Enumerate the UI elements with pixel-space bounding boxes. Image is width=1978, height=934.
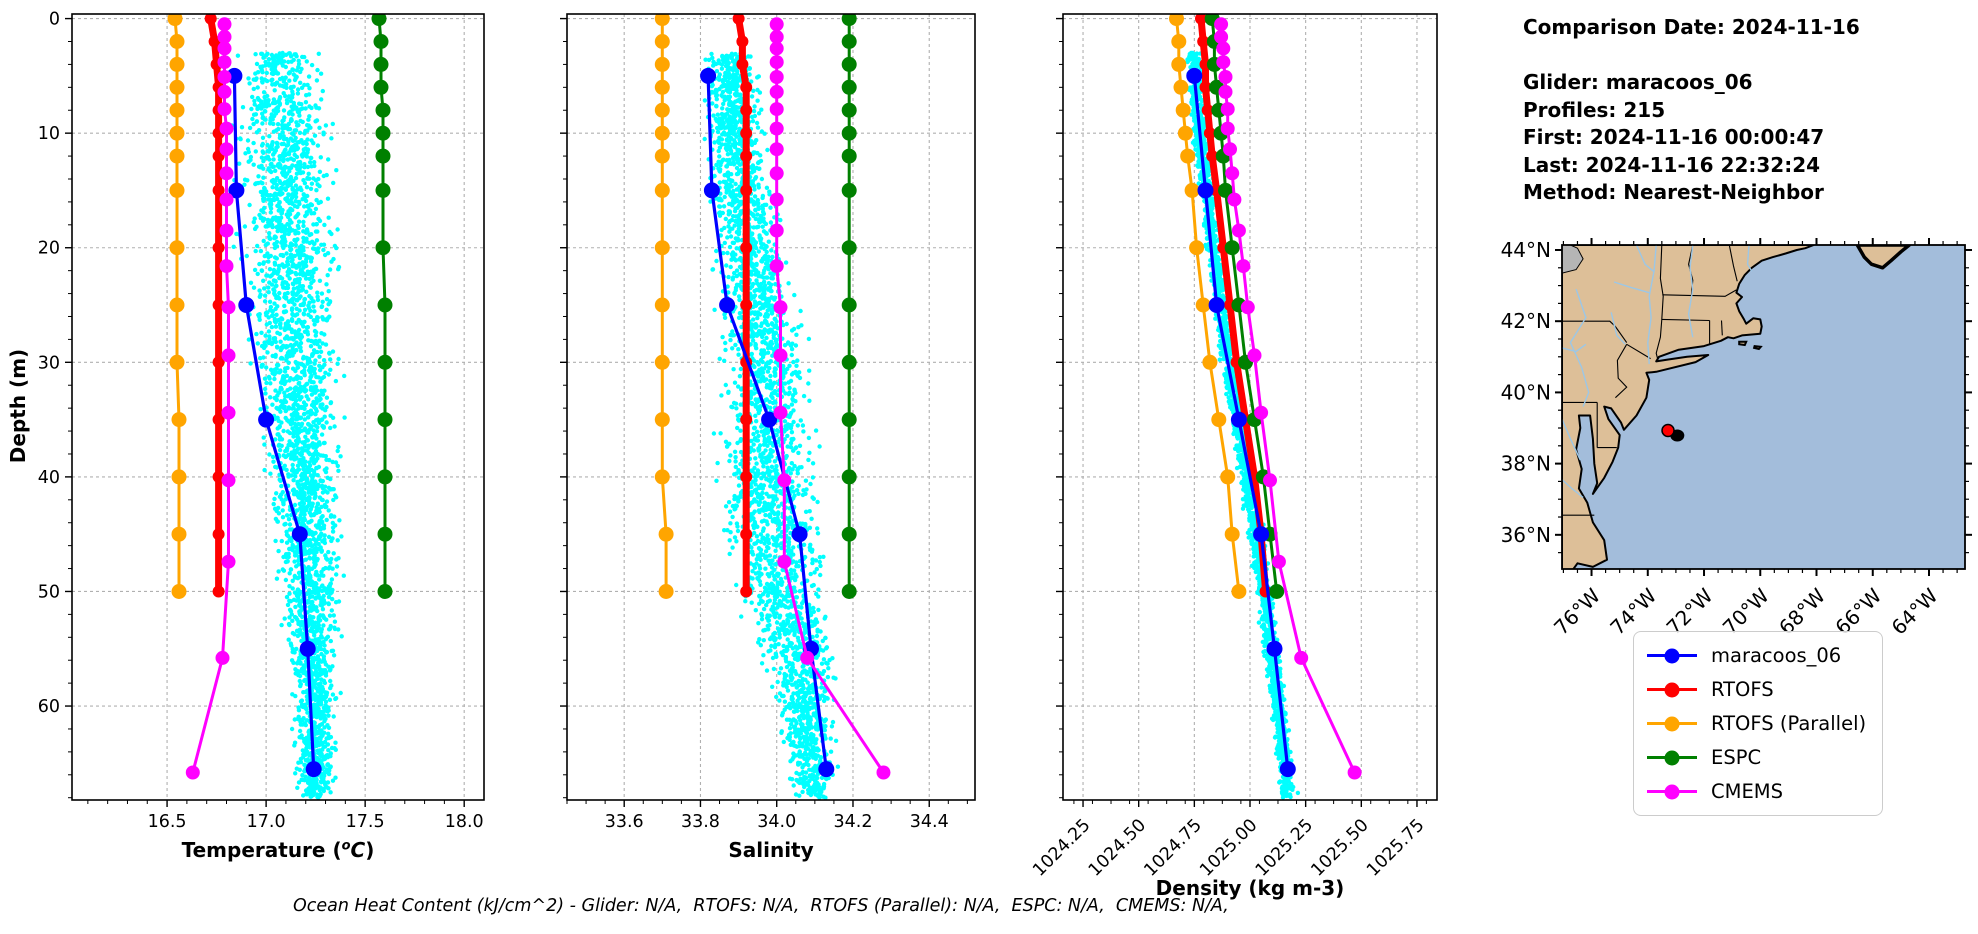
svg-text:50: 50 xyxy=(38,582,60,602)
axis-tick-labels: 1024.251024.501024.751025.001025.251025.… xyxy=(1029,815,1428,880)
legend-item-rtofs-parallel-: RTOFS (Parallel) xyxy=(1647,709,1866,738)
lake-ontario xyxy=(1562,245,1584,274)
temperature-profile-plot: 0 10 20 30 40 50 60 16.5 17.0 17.5 18.0 xyxy=(38,10,485,832)
svg-text:30: 30 xyxy=(38,353,60,373)
svg-text:40: 40 xyxy=(38,468,60,488)
last-profile-time-text: Last: 2024-11-16 22:32:24 xyxy=(1523,152,1821,177)
gridlines xyxy=(72,14,484,800)
temperature-axis-label-close: ) xyxy=(365,838,375,862)
legend-marker-dot xyxy=(1664,750,1680,765)
gridlines xyxy=(1063,14,1437,800)
profiles-count-text: Profiles: 215 xyxy=(1523,97,1666,122)
glider-scatter-cloud xyxy=(229,50,347,800)
svg-text:0: 0 xyxy=(49,10,60,30)
legend-line-sample xyxy=(1647,648,1697,663)
legend-label: CMEMS xyxy=(1711,780,1783,803)
legend-line-sample xyxy=(1647,750,1697,765)
legend-item-maracoos-06: maracoos_06 xyxy=(1647,641,1866,670)
ocean-heat-content-annotation: Ocean Heat Content (kJ/cm^2) - Glider: N… xyxy=(293,896,1229,916)
legend-item-espc: ESPC xyxy=(1647,743,1866,772)
axis-tick-labels: 33.6 33.8 34.0 34.2 34.4 xyxy=(605,812,949,832)
salinity-profile-plot: 33.6 33.8 34.0 34.2 34.4 xyxy=(560,13,976,832)
east-coast-landmass xyxy=(1562,245,1815,569)
series-maracoos-06 xyxy=(700,67,835,778)
svg-text:20: 20 xyxy=(38,239,60,259)
series-cmems xyxy=(1214,17,1362,780)
svg-text:16.5: 16.5 xyxy=(148,812,187,832)
legend: maracoos_06 RTOFS RTOFS (Parallel) ESPC CMEM… xyxy=(1633,631,1884,816)
svg-text:18.0: 18.0 xyxy=(445,812,484,832)
legend-marker-dot xyxy=(1664,648,1680,663)
location-map: 36°N38°N40°N42°N44°N76°W 74°W 72°W 70°W 68°W… xyxy=(1501,238,1972,640)
legend-line-sample xyxy=(1647,716,1697,731)
temperature-axis-label: Temperature (oC) xyxy=(72,838,484,862)
series-rtofs-parallel- xyxy=(654,14,674,599)
axis-tick-labels: 0 10 20 30 40 50 60 16.5 17.0 17.5 18.0 xyxy=(38,10,484,832)
density-axis-label: Density (kg m-3) xyxy=(1155,876,1345,900)
series-espc xyxy=(841,14,857,599)
glider-name-text: Glider: maracoos_06 xyxy=(1523,70,1753,94)
legend-marker-dot xyxy=(1664,682,1680,697)
series-rtofs-parallel- xyxy=(1169,14,1247,599)
legend-line-sample xyxy=(1647,784,1697,799)
legend-marker-dot xyxy=(1664,784,1680,799)
legend-label: RTOFS xyxy=(1711,678,1774,701)
series-espc xyxy=(371,14,393,599)
salinity-axis-label: Salinity xyxy=(728,838,814,862)
series-espc xyxy=(1204,14,1285,599)
first-profile-time-text: First: 2024-11-16 00:00:47 xyxy=(1523,125,1825,149)
legend-item-cmems: CMEMS xyxy=(1647,777,1866,806)
series-cmems xyxy=(185,17,236,780)
info-panel: Comparison Date: 2024-11-16 Glider: mara… xyxy=(1523,14,1860,207)
svg-text:17.5: 17.5 xyxy=(346,812,385,832)
legend-marker-dot xyxy=(1664,716,1680,731)
glider-location-marker xyxy=(1661,423,1675,438)
svg-text:10: 10 xyxy=(38,124,60,144)
density-profile-plot: 1024.251024.501024.751025.001025.251025.… xyxy=(1029,13,1438,881)
island xyxy=(1738,340,1748,347)
temperature-axis-label-unit: C xyxy=(350,838,366,862)
legend-label: maracoos_06 xyxy=(1711,644,1842,667)
method-text: Method: Nearest-Neighbor xyxy=(1523,180,1824,204)
rivers xyxy=(1562,245,1753,498)
legend-label: ESPC xyxy=(1711,746,1762,769)
temperature-axis-label-sup: o xyxy=(341,838,351,854)
map-ticks xyxy=(1555,238,1972,576)
svg-text:60: 60 xyxy=(38,697,60,717)
series-maracoos-06 xyxy=(1186,67,1296,778)
depth-axis-label: Depth (m) xyxy=(6,348,30,464)
legend-label: RTOFS (Parallel) xyxy=(1711,712,1867,735)
legend-item-rtofs: RTOFS xyxy=(1647,675,1866,704)
info-spacer xyxy=(1523,42,1860,70)
svg-text:17.0: 17.0 xyxy=(247,812,286,832)
nova-scotia xyxy=(1855,245,1912,270)
state-borders xyxy=(1562,245,1738,516)
legend-line-sample xyxy=(1647,682,1697,697)
temperature-axis-label-text: Temperature ( xyxy=(181,838,342,862)
series-cmems xyxy=(769,17,891,780)
comparison-date-text: Comparison Date: 2024-11-16 xyxy=(1523,15,1860,39)
series-rtofs-parallel- xyxy=(167,14,187,599)
island xyxy=(1752,345,1763,351)
